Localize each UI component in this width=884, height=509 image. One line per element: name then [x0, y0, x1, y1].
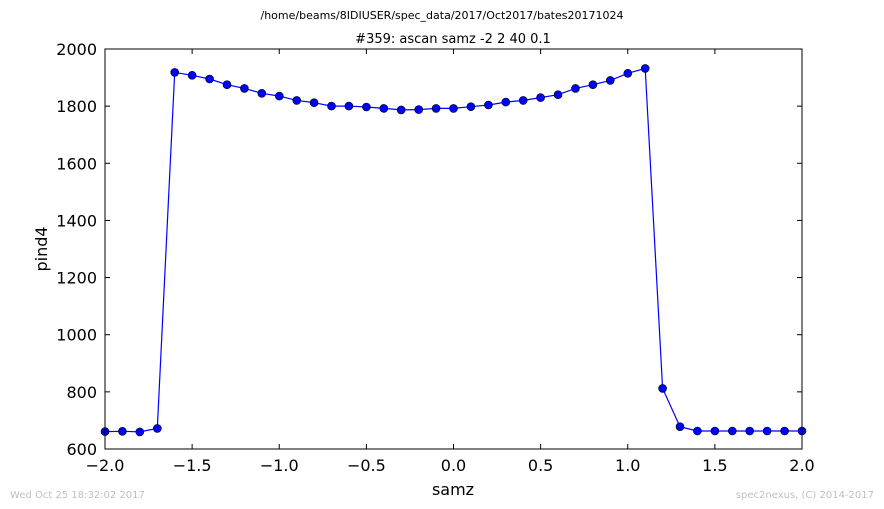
data-point — [762, 426, 772, 436]
x-tick-label: −1.5 — [173, 456, 212, 475]
data-point — [118, 426, 127, 436]
data-point — [449, 104, 458, 113]
data-point — [153, 424, 162, 433]
data-point — [362, 102, 371, 112]
x-tick-label: −0.5 — [347, 456, 386, 475]
data-point — [727, 426, 737, 436]
y-tick-label: 1000 — [56, 326, 97, 345]
data-point — [780, 426, 789, 436]
x-tick-label: 0.0 — [441, 456, 466, 475]
data-point — [309, 98, 319, 107]
x-tick-label: −1.0 — [260, 456, 299, 475]
plot-area — [100, 64, 807, 437]
data-point — [553, 90, 563, 99]
data-point — [170, 68, 179, 77]
data-point — [431, 104, 441, 113]
y-tick-label: 600 — [66, 440, 97, 459]
data-point — [379, 104, 389, 113]
x-tick-label: 1.5 — [702, 456, 727, 475]
x-tick-label: −2.0 — [86, 456, 125, 475]
y-tick-label: 1200 — [56, 269, 97, 288]
data-point — [205, 74, 214, 84]
data-point — [187, 71, 197, 80]
data-point — [240, 84, 249, 93]
data-point — [693, 426, 702, 436]
data-point — [135, 427, 145, 437]
data-point — [274, 91, 284, 101]
data-point — [484, 100, 493, 110]
data-point — [501, 97, 511, 107]
data-point — [327, 101, 336, 111]
data-point — [745, 426, 755, 436]
data-point — [658, 384, 667, 393]
data-point — [710, 426, 720, 436]
data-point — [588, 80, 598, 89]
y-tick-label: 2000 — [56, 40, 97, 59]
data-point — [344, 101, 354, 111]
data-point — [605, 76, 615, 85]
footer-credit: spec2nexus, (C) 2014-2017 — [736, 490, 874, 501]
footer-timestamp: Wed Oct 25 18:32:02 2017 — [10, 490, 145, 501]
data-point — [623, 69, 633, 78]
data-point — [571, 84, 580, 93]
chart-suptitle: /home/beams/8IDIUSER/spec_data/2017/Oct2… — [261, 9, 624, 22]
x-tick-label: 2.0 — [789, 456, 814, 475]
data-point — [396, 105, 406, 115]
y-tick-label: 1400 — [56, 211, 97, 230]
data-point — [466, 102, 476, 111]
data-point — [414, 105, 424, 114]
y-tick-label: 1600 — [56, 154, 97, 173]
data-point — [536, 93, 545, 102]
x-tick-label: 0.5 — [528, 456, 553, 475]
chart-title: #359: ascan samz -2 2 40 0.1 — [355, 32, 551, 47]
series-line — [104, 67, 802, 433]
data-point — [640, 64, 650, 73]
x-axis-label: samz — [432, 480, 474, 499]
data-point — [257, 89, 267, 98]
data-point — [675, 422, 685, 432]
y-tick-label: 1800 — [56, 97, 97, 116]
data-point — [292, 96, 302, 105]
x-tick-label: 1.0 — [615, 456, 640, 475]
y-axis-label: pind4 — [32, 226, 51, 271]
data-point — [518, 96, 528, 105]
data-point — [222, 80, 232, 89]
y-tick-label: 800 — [66, 383, 97, 402]
y-axis-ticks: 600 800 1000 1200 1400 1600 1800 2000 — [56, 40, 802, 459]
x-axis-ticks: −2.0 −1.5 −1.0 −0.5 0.0 0.5 1.0 1.5 2.0 — [86, 49, 815, 475]
